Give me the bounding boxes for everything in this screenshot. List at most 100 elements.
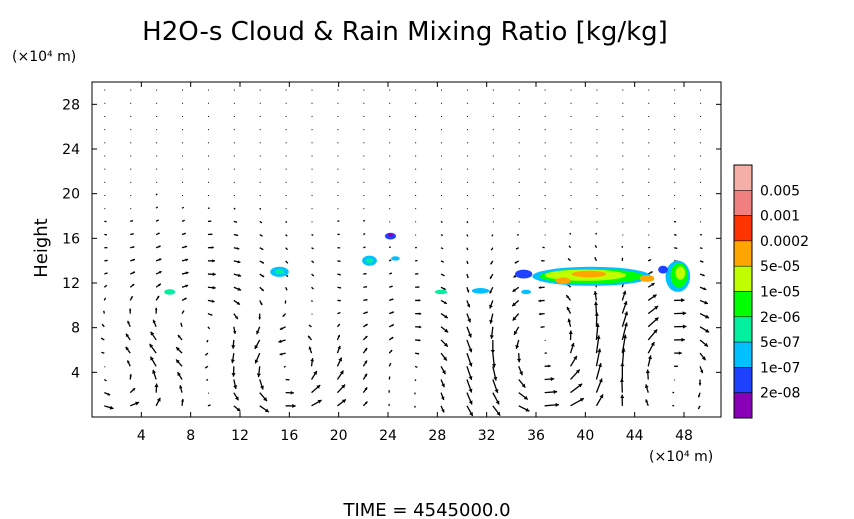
- wind-arrow: [544, 376, 555, 382]
- wind-arrow: [621, 334, 627, 354]
- wind-arrow: [259, 405, 270, 413]
- wind-arrow: [674, 337, 685, 342]
- y-axis: 4 8 12 16 20 24 28: [62, 97, 721, 381]
- wind-arrow: [673, 233, 677, 236]
- wind-arrow: [233, 207, 236, 210]
- wind-arrow: [440, 365, 447, 375]
- wind-arrow: [104, 142, 106, 144]
- wind-arrow: [388, 403, 390, 406]
- wind-arrow: [697, 405, 701, 410]
- colorbar-label: 5e-05: [760, 259, 800, 275]
- wind-arrow: [593, 290, 598, 301]
- wind-arrow: [647, 341, 655, 354]
- wind-arrow: [415, 246, 417, 249]
- wind-arrow: [285, 260, 289, 264]
- wind-arrow: [207, 326, 211, 330]
- wind-arrow: [466, 208, 468, 210]
- wind-arrow: [285, 142, 287, 144]
- wind-arrow: [648, 234, 650, 236]
- wind-arrow: [311, 233, 314, 236]
- wind-arrow: [336, 345, 341, 354]
- wind-arrow: [259, 260, 265, 264]
- wind-arrow: [544, 89, 546, 91]
- wind-arrow: [259, 233, 263, 237]
- wind-arrow: [622, 168, 624, 170]
- wind-arrow: [259, 207, 262, 210]
- wind-arrow: [130, 168, 132, 170]
- wind-arrow: [130, 129, 132, 131]
- wind-arrow: [129, 374, 132, 380]
- wind-arrow: [285, 102, 287, 104]
- colorbar-swatch: [733, 265, 753, 292]
- wind-arrow: [595, 394, 604, 407]
- wind-arrow: [699, 339, 709, 348]
- wind-arrow: [310, 370, 318, 380]
- wind-arrow: [596, 89, 598, 91]
- wind-arrow: [104, 129, 106, 131]
- wind-arrow: [544, 195, 546, 197]
- wind-arrow: [130, 233, 134, 236]
- wind-arrow: [130, 89, 132, 91]
- wind-arrow: [492, 221, 494, 223]
- cloud-patch: [521, 289, 532, 295]
- wind-arrow: [648, 195, 650, 197]
- wind-arrow: [259, 89, 261, 91]
- wind-arrow: [567, 257, 571, 262]
- wind-arrow: [311, 115, 313, 117]
- wind-arrow: [100, 337, 105, 341]
- wind-arrow: [596, 208, 598, 210]
- wind-arrow: [570, 369, 581, 380]
- wind-arrow: [259, 273, 265, 278]
- wind-arrow: [440, 233, 444, 237]
- wind-arrow: [595, 362, 602, 380]
- wind-arrow: [337, 142, 339, 144]
- wind-arrow: [441, 115, 443, 117]
- wind-arrow: [311, 181, 313, 183]
- wind-arrow: [647, 294, 657, 301]
- wind-arrow: [207, 155, 209, 157]
- wind-arrow: [570, 102, 572, 104]
- wind-arrow: [565, 294, 572, 301]
- wind-arrow: [278, 339, 286, 343]
- wind-arrow: [363, 142, 365, 144]
- wind-arrow: [233, 273, 242, 278]
- colorbar-swatch: [733, 316, 753, 343]
- cloud-patch: [388, 233, 393, 237]
- wind-arrow: [362, 401, 368, 407]
- wind-arrow: [415, 155, 417, 157]
- wind-arrow: [622, 195, 624, 197]
- wind-arrow: [700, 155, 702, 157]
- wind-arrow: [492, 392, 500, 405]
- wind-arrow: [570, 142, 572, 144]
- x-tick-label: 40: [576, 428, 594, 444]
- wind-arrow: [440, 405, 445, 413]
- wind-arrow: [233, 115, 235, 117]
- wind-arrow: [541, 259, 545, 262]
- wind-arrow: [466, 287, 470, 293]
- wind-arrow: [699, 366, 704, 374]
- wind-arrow: [622, 221, 624, 223]
- wind-arrow: [648, 89, 650, 91]
- wind-arrow: [596, 195, 598, 197]
- wind-arrow: [489, 313, 494, 324]
- x-unit-label: (×10⁴ m): [649, 449, 713, 465]
- wind-arrow: [363, 155, 365, 157]
- wind-arrow: [389, 142, 391, 144]
- colorbar-label: 1e-07: [760, 360, 800, 376]
- wind-arrow: [311, 286, 314, 290]
- wind-arrow: [207, 312, 213, 316]
- wind-arrow: [363, 246, 366, 249]
- wind-arrow: [466, 115, 468, 117]
- wind-arrow: [104, 246, 108, 249]
- cloud-patch: [555, 277, 571, 285]
- wind-arrow: [155, 245, 161, 249]
- wind-arrow: [699, 326, 710, 333]
- wind-arrow: [233, 181, 235, 183]
- wind-arrow: [415, 102, 417, 104]
- wind-arrow: [518, 208, 520, 210]
- wind-arrow: [363, 115, 365, 117]
- wind-arrow: [104, 208, 106, 210]
- wind-arrow: [311, 221, 313, 223]
- x-tick-label: 4: [137, 428, 146, 444]
- x-tick-label: 36: [527, 428, 545, 444]
